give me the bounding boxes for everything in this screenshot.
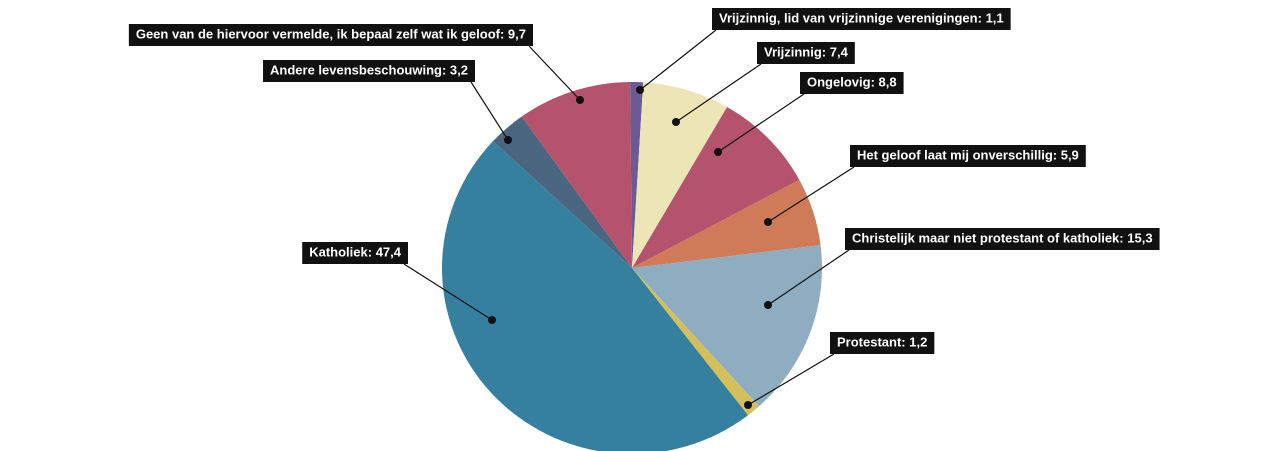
label-box <box>800 72 904 94</box>
label: Ongelovig: 8,8 <box>714 72 904 156</box>
value-label: 9,7 <box>508 27 526 42</box>
label-text: Christelijk maar niet protestant of kath… <box>852 231 1153 246</box>
label-text: Geen van de hiervoor vermelde, ik bepaal… <box>136 27 526 42</box>
label-box <box>128 24 533 46</box>
leader-dot <box>488 316 496 324</box>
separator: : <box>368 245 376 260</box>
value-label: 7,4 <box>830 45 849 60</box>
category-name: Katholiek <box>309 245 368 260</box>
slice <box>632 268 760 416</box>
category-name: Protestant <box>837 335 902 350</box>
slice <box>632 245 822 407</box>
leader-line <box>639 29 717 91</box>
slice <box>632 106 800 268</box>
leader-line <box>528 45 581 101</box>
category-name: Vrijzinnig <box>764 45 822 60</box>
separator: : <box>500 27 508 42</box>
label-box <box>712 8 1011 30</box>
leader-dot <box>672 118 680 126</box>
label-box <box>830 332 935 354</box>
label-box <box>263 60 475 82</box>
label: Het geloof laat mij onverschillig: 5,9 <box>764 145 1086 226</box>
slice <box>630 82 644 268</box>
leader-dot <box>764 301 772 309</box>
leader-line <box>403 263 493 321</box>
label-text: Protestant: 1,2 <box>837 335 927 350</box>
label-text: Vrijzinnig, lid van vrijzinnige verenigi… <box>719 11 1004 26</box>
label-text: Het geloof laat mij onverschillig: 5,9 <box>857 148 1079 163</box>
label: Vrijzinnig: 7,4 <box>672 42 855 126</box>
separator: : <box>978 11 986 26</box>
leader-line <box>767 166 855 223</box>
value-label: 15,3 <box>1127 231 1152 246</box>
category-name: Vrijzinnig, lid van vrijzinnige verenigi… <box>719 11 978 26</box>
label: Vrijzinnig, lid van vrijzinnige verenigi… <box>636 8 1011 94</box>
label-text: Ongelovig: 8,8 <box>807 75 897 90</box>
value-label: 3,2 <box>450 63 468 78</box>
value-label: 8,8 <box>879 75 897 90</box>
slice <box>632 82 728 268</box>
leader-dot <box>576 96 584 104</box>
labels: Vrijzinnig, lid van vrijzinnige verenigi… <box>128 8 1160 409</box>
slice <box>442 141 749 451</box>
label-box <box>850 145 1086 167</box>
label: Katholiek: 47,4 <box>302 242 496 324</box>
leader-dot <box>764 218 772 226</box>
label-text: Katholiek: 47,4 <box>309 245 402 260</box>
slice <box>632 179 821 268</box>
leader-dot <box>744 401 752 409</box>
separator: : <box>442 63 450 78</box>
separator: : <box>871 75 879 90</box>
value-label: 47,4 <box>376 245 402 260</box>
label: Protestant: 1,2 <box>744 332 935 409</box>
leader-line <box>470 81 509 141</box>
category-name: Andere levensbeschouwing <box>270 63 442 78</box>
category-name: Christelijk maar niet protestant of kath… <box>852 231 1120 246</box>
slice <box>521 82 632 268</box>
label-box <box>845 228 1160 250</box>
slice <box>493 116 632 268</box>
label-box <box>302 242 408 264</box>
category-name: Het geloof laat mij onverschillig <box>857 148 1053 163</box>
leader-line <box>717 93 805 153</box>
category-name: Ongelovig <box>807 75 871 90</box>
label-text: Vrijzinnig: 7,4 <box>764 45 849 60</box>
leader-line <box>675 63 762 123</box>
value-label: 1,2 <box>909 335 927 350</box>
value-label: 5,9 <box>1061 148 1079 163</box>
leader-dot <box>636 86 644 94</box>
separator: : <box>1119 231 1127 246</box>
label: Christelijk maar niet protestant of kath… <box>764 228 1160 309</box>
label-box <box>757 42 855 64</box>
leader-dot <box>504 136 512 144</box>
pie <box>442 82 822 451</box>
label-text: Andere levensbeschouwing: 3,2 <box>270 63 468 78</box>
leader-line <box>747 353 835 406</box>
category-name: Geen van de hiervoor vermelde, ik bepaal… <box>136 27 501 42</box>
label: Geen van de hiervoor vermelde, ik bepaal… <box>128 24 584 104</box>
leader-dot <box>714 148 722 156</box>
separator: : <box>1053 148 1061 163</box>
value-label: 1,1 <box>986 11 1004 26</box>
label: Andere levensbeschouwing: 3,2 <box>263 60 512 144</box>
leader-line <box>767 249 850 306</box>
separator: : <box>822 45 830 60</box>
separator: : <box>901 335 909 350</box>
